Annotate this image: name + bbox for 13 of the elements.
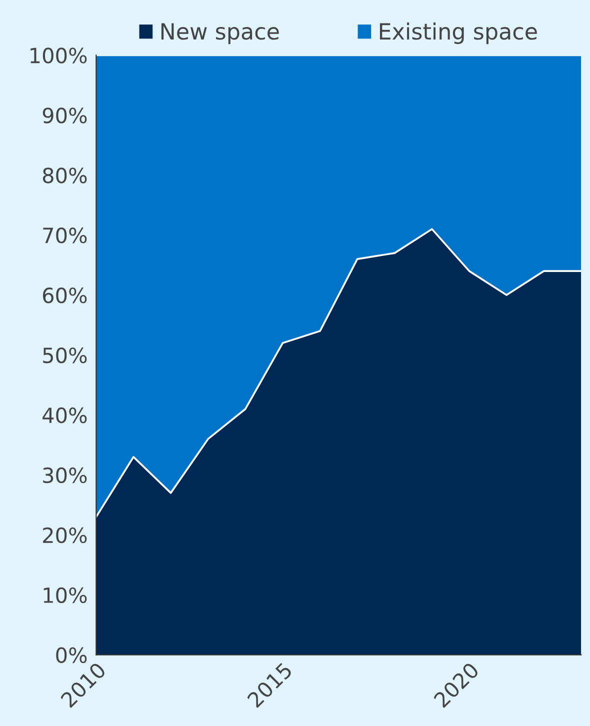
y-tick-label: 70% (43, 228, 87, 244)
y-tick-label: 60% (42, 288, 87, 304)
y-tick-label: 90% (42, 108, 87, 124)
y-tick-label: 40% (42, 407, 87, 424)
y-tick-label: 10% (44, 587, 87, 604)
y-tick-label: 30% (43, 467, 87, 484)
y-tick-label: 20% (43, 527, 87, 544)
y-tick-label: 50% (43, 347, 87, 364)
legend-label: Existing space (380, 22, 537, 44)
y-tick-label: 80% (42, 168, 87, 184)
legend-label: New space (161, 23, 279, 44)
y-tick-label: 100% (30, 48, 87, 64)
y-tick-label: 0% (56, 647, 87, 664)
